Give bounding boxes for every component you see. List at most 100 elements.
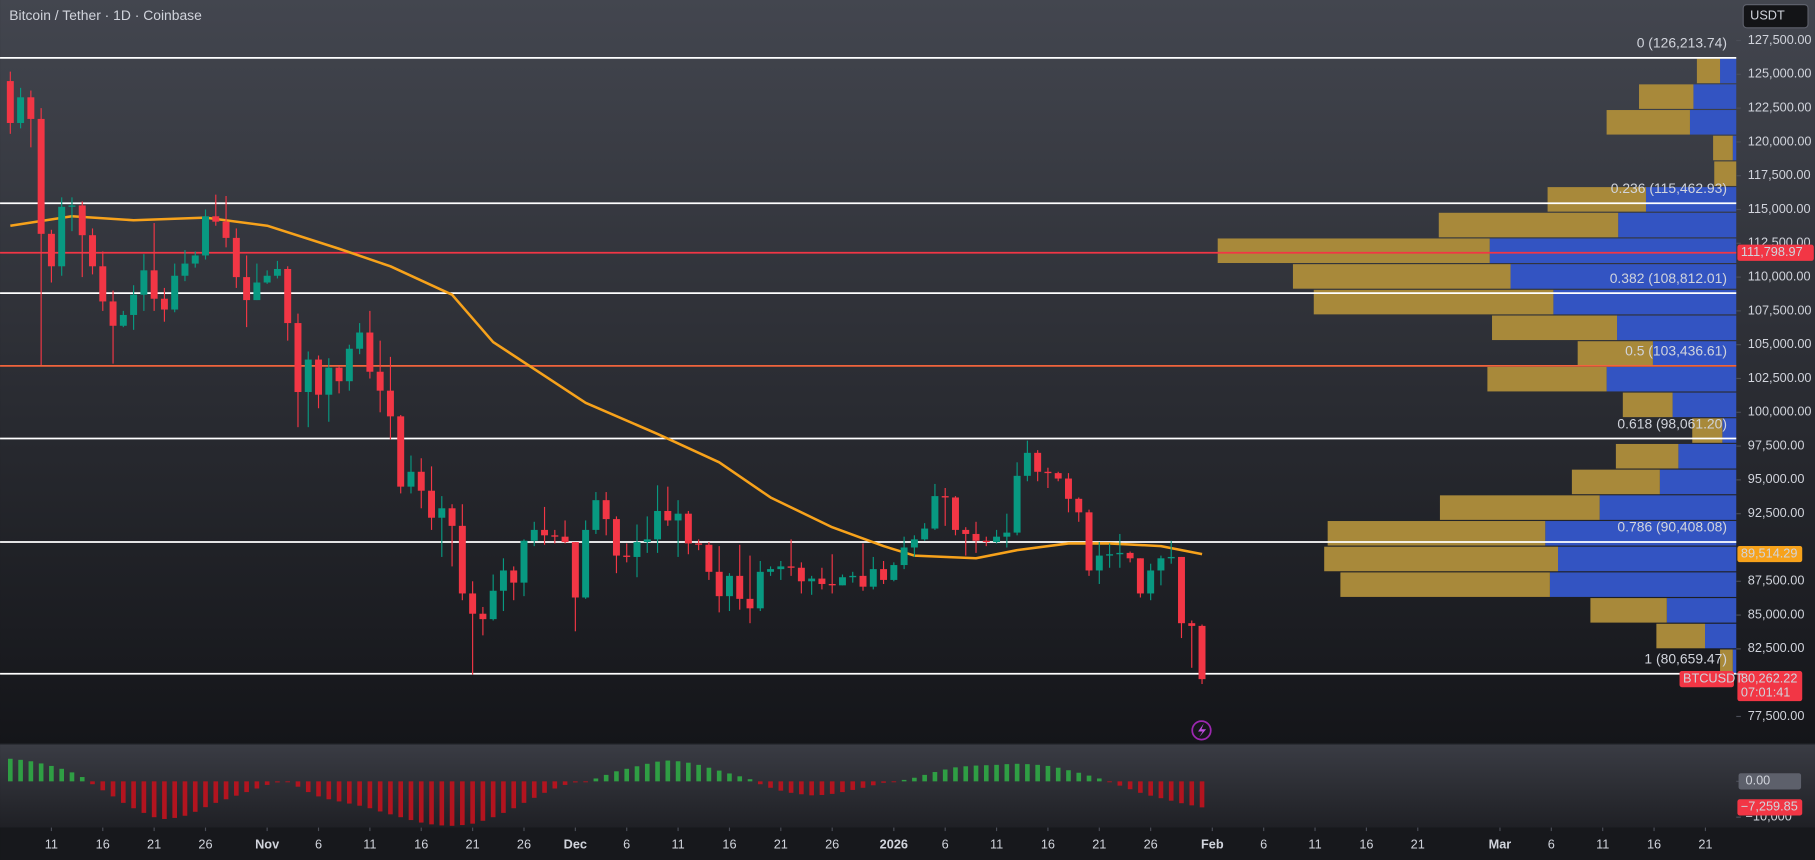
oscillator-bar: [234, 781, 239, 796]
candle-body: [1157, 558, 1165, 571]
oscillator-bar: [1086, 775, 1092, 782]
x-tick-label: Dec: [564, 836, 587, 851]
candle-body: [767, 569, 775, 572]
oscillator-bar: [203, 781, 208, 808]
oscillator-bar: [603, 774, 609, 782]
x-tick-label: 2026: [880, 836, 908, 851]
oscillator-bar: [439, 781, 445, 826]
oscillator-bar: [870, 781, 876, 786]
x-tick-label: Mar: [1489, 836, 1512, 851]
fib-label: 0.786 (90,408.08): [1617, 519, 1727, 535]
oscillator-bar: [542, 781, 547, 793]
candle-body: [78, 205, 86, 236]
oscillator-bar: [511, 781, 517, 809]
profile-down: [1547, 187, 1646, 212]
candle-body: [890, 565, 898, 580]
candle-body: [1044, 471, 1052, 474]
candle-body: [1054, 473, 1062, 479]
oscillator-bar: [809, 781, 814, 796]
oscillator-bar: [1138, 781, 1143, 793]
oscillator-bar: [162, 781, 167, 819]
profile-down: [1622, 392, 1673, 418]
oscillator-bar: [891, 781, 897, 783]
candle-body: [1003, 532, 1011, 537]
y-tick-label: 117,500.00: [1748, 167, 1811, 182]
oscillator-bar: [347, 781, 352, 804]
candle-body: [1075, 498, 1083, 513]
oscillator-bar: [1045, 765, 1051, 782]
candle-body: [438, 508, 446, 518]
candle-body: [838, 577, 846, 586]
oscillator-bar: [696, 764, 701, 782]
candle-body: [1136, 558, 1144, 594]
candle-body: [623, 555, 631, 557]
x-tick-label: 16: [414, 836, 428, 851]
candle-body: [561, 536, 569, 543]
ma-label-box: [1737, 545, 1803, 563]
symbol-label: BTCUSDT: [1683, 670, 1743, 685]
oscillator-bar: [1179, 781, 1184, 804]
candle-body: [212, 216, 220, 222]
oscillator-bar: [768, 781, 773, 788]
oscillator-bar: [69, 772, 75, 782]
candle-body: [510, 570, 518, 583]
oscillator-bar: [850, 781, 856, 790]
profile-up: [1689, 110, 1737, 135]
profile-down: [1606, 110, 1690, 135]
candle-body: [633, 542, 641, 557]
x-tick-label: 21: [1411, 836, 1425, 851]
candle-body: [571, 542, 579, 598]
y-tick-label: 77,500.00: [1748, 708, 1805, 723]
oscillator-bar: [973, 765, 979, 782]
currency-label[interactable]: USDT: [1750, 8, 1785, 23]
currency-button[interactable]: [1742, 4, 1809, 29]
candle-body: [448, 508, 456, 526]
candle-body: [17, 97, 25, 123]
profile-down: [1324, 546, 1558, 572]
oscillator-bar: [470, 781, 475, 824]
candle-body: [171, 275, 179, 310]
candle-body: [1106, 554, 1114, 556]
y-tick-label: 92,500.00: [1748, 505, 1805, 520]
y-tick-label: 102,500.00: [1748, 370, 1812, 385]
oscillator-bar: [593, 778, 599, 782]
oscillator-bar: [141, 781, 147, 813]
oscillator-bar: [655, 761, 660, 782]
candle-body: [654, 510, 662, 540]
candle-body: [140, 270, 148, 295]
oscillator-bar: [1158, 781, 1164, 799]
candle-body: [725, 575, 733, 597]
x-tick-label: 6: [623, 836, 630, 851]
oscillator-bar: [1148, 781, 1153, 796]
x-tick-label: 16: [1359, 836, 1373, 851]
profile-up: [1606, 366, 1737, 392]
oscillator-bar: [912, 777, 917, 782]
candle-body: [458, 525, 466, 594]
oscillator-bar: [90, 781, 95, 785]
candle-body: [232, 237, 240, 278]
oscillator-bar: [1014, 763, 1020, 782]
candle-body: [551, 535, 559, 537]
osc-zero-box: [1738, 773, 1802, 790]
oscillator-bar: [953, 767, 958, 782]
x-tick-label: 26: [825, 836, 839, 851]
candle-body: [1085, 512, 1093, 571]
x-tick-label: 6: [315, 836, 322, 851]
candle-body: [674, 513, 682, 521]
event-icon[interactable]: [1191, 720, 1212, 741]
candle-body: [37, 118, 45, 234]
candle-body: [808, 578, 816, 582]
profile-down: [1577, 341, 1653, 366]
oscillator-bar: [172, 781, 178, 818]
candle-body: [6, 81, 14, 123]
oscillator-bar: [994, 764, 999, 782]
oscillator-bar: [418, 781, 424, 823]
x-tick-label: 11: [1308, 836, 1321, 851]
candle-body: [273, 268, 281, 276]
candle-body: [407, 471, 415, 487]
candle-body: [520, 540, 528, 583]
fib-label: 0 (126,213.74): [1637, 35, 1727, 51]
oscillator-bar: [449, 781, 455, 826]
oscillator-bar: [223, 781, 229, 800]
